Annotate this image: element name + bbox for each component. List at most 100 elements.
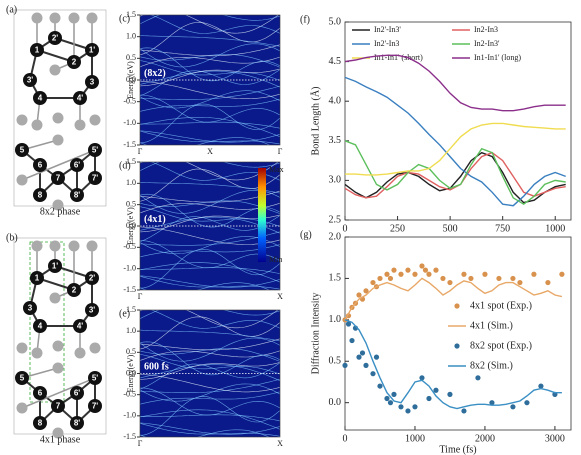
band-panel: 1.5 1.0 0.5 0.0 -0.5 -1.0 -1.5Γ X (e) 600 fs Energ… (119, 305, 283, 448)
atom-label: 1 (35, 274, 40, 283)
y-tick-label: 0.5 (329, 356, 342, 367)
atom-label: 6 (38, 161, 43, 170)
y-tick-label: 5.0 (329, 16, 342, 27)
y-tick-label: 2.0 (329, 231, 342, 242)
band-curve (140, 15, 280, 25)
substrate-atom (31, 12, 43, 24)
band-curve (140, 182, 280, 194)
substrate-atom (49, 240, 61, 252)
data-point (433, 267, 439, 273)
band-curve (140, 226, 280, 245)
indium-atom (70, 188, 84, 202)
y-tick-label: -0.5 (123, 242, 136, 251)
panel-label: (f) (300, 14, 310, 25)
data-point (405, 408, 411, 414)
y-tick-label: 0.0 (329, 397, 342, 408)
legend-label: In2'-In3' (374, 25, 401, 34)
band-curve (140, 275, 280, 288)
data-point (496, 275, 502, 282)
series-line (344, 319, 562, 410)
band-panel: 1.5 1.0 0.5 0.0 -0.5 -1.0 -1.5Γ X (d) (4x1) Energy… (119, 157, 283, 301)
y-axis-label: Bond Length (Å) (309, 87, 321, 156)
indium-atom (88, 399, 102, 413)
substrate-atom (89, 342, 101, 354)
chart: 0.0 0.5 1.0 1.5 2.0 0 1000 2000 3000 (g) Diffracti… (300, 229, 572, 455)
legend-label: In1-In1' (short) (374, 53, 423, 62)
y-tick-label: 2.5 (329, 214, 342, 225)
indium-atom (33, 416, 47, 430)
band-curve (140, 429, 270, 437)
band-curve (150, 15, 280, 34)
series-line (344, 76, 566, 207)
band-curve (140, 130, 280, 143)
data-point (447, 279, 453, 286)
band-curve (140, 43, 280, 68)
y-tick-label: 1.5 (126, 10, 136, 19)
y-tick-label: 0.0 (126, 75, 136, 84)
data-point (489, 400, 495, 406)
band-curve (140, 15, 151, 16)
band-curve (140, 206, 280, 227)
phase-caption: 4x1 phase (40, 434, 81, 445)
atom-label: 6' (74, 161, 80, 170)
data-point (398, 404, 404, 410)
data-point (468, 275, 474, 282)
band-curve (140, 90, 280, 109)
bond (21, 377, 96, 409)
structure-a: (a) 1 2' 2 1' 3' 3 4 4' 5 5' 6 6' 7 7' 8 8' 8x2 phase (6, 4, 107, 217)
substrate-atom (16, 114, 28, 126)
band-curve (140, 362, 280, 390)
substrate-atom (31, 240, 43, 252)
axis-label: Energy(eV) (126, 354, 135, 392)
series-line (344, 54, 566, 112)
panel-label: (d) (119, 160, 131, 171)
data-point (447, 391, 453, 397)
legend-label: In2'-In3 (374, 39, 399, 48)
band-curve (140, 310, 280, 319)
data-point (370, 371, 376, 377)
atom-label: 3 (28, 304, 33, 313)
data-point (433, 387, 439, 393)
band-lines (140, 15, 280, 145)
atom-label: 4' (77, 322, 83, 331)
data-point (461, 408, 467, 414)
substrate-atom (74, 119, 86, 131)
data-point (510, 275, 516, 282)
data-point (422, 267, 429, 273)
band-curve (140, 35, 280, 47)
band-curve (140, 80, 280, 99)
data-point (377, 383, 383, 389)
indium-atom (73, 319, 87, 333)
y-tick-label: -0.5 (123, 389, 136, 398)
indium-atom (33, 319, 47, 333)
band-curve (140, 423, 280, 437)
band-curve (140, 310, 151, 311)
atom-label: 3' (89, 306, 95, 315)
panel-label: (g) (300, 229, 312, 240)
y-axis-label: Diffraction Intensity (310, 293, 321, 375)
data-point (398, 271, 404, 277)
colorbar-max: Max (269, 165, 284, 174)
data-point (426, 395, 432, 402)
panel-tag: 600 fs (144, 361, 169, 372)
indium-atom (33, 91, 47, 105)
atom-label: 8 (38, 419, 43, 428)
data-point (377, 275, 383, 282)
indium-atom (67, 55, 81, 69)
band-curve (140, 248, 280, 289)
atom-label: 8 (38, 191, 43, 200)
atom-label: 8' (74, 419, 80, 428)
data-point (356, 292, 362, 298)
indium-atom (33, 158, 47, 172)
y-tick-label: -1.5 (123, 140, 136, 149)
substrate-atom (16, 402, 28, 414)
indium-atom (51, 399, 65, 413)
data-point (345, 321, 352, 327)
indium-atom (30, 43, 44, 57)
substrate-atom (86, 12, 98, 24)
band-curve (150, 162, 280, 181)
data-point (405, 267, 411, 273)
data-point (426, 271, 432, 277)
band-curve (140, 262, 280, 283)
substrate-atom (16, 342, 28, 354)
